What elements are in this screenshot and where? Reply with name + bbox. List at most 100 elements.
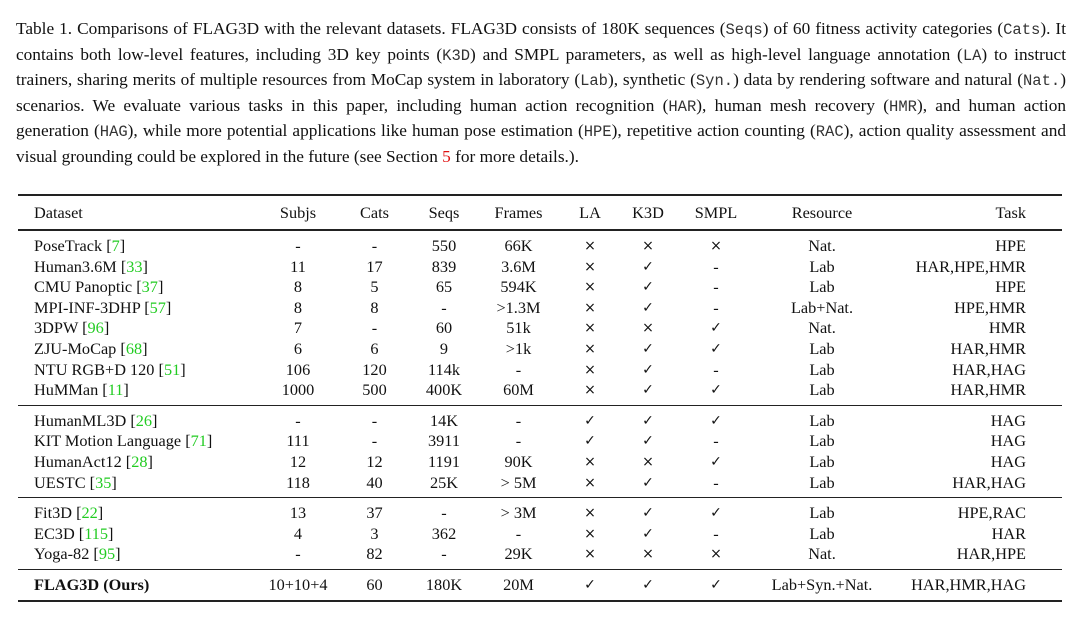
check-icon: ✓ [642, 340, 654, 357]
cross-icon: × [642, 546, 654, 563]
citation-link[interactable]: 37 [141, 277, 158, 297]
caption-text: ) to instruct trainers, sharing merits o… [16, 44, 1067, 90]
cross-icon: × [584, 453, 596, 470]
citation-link[interactable]: 22 [81, 503, 98, 523]
resource-cell: Lab [809, 380, 835, 400]
check-icon: ✓ [642, 525, 654, 542]
dataset-cell: PoseTrack [7] [34, 236, 126, 255]
check-icon: ✓ [584, 433, 596, 450]
dataset-cell: EC3D [115] [34, 523, 114, 543]
check-icon: ✓ [642, 474, 654, 491]
frames-cell: - [515, 431, 522, 451]
check-icon: ✓ [710, 576, 722, 593]
seqs-cell: 65 [435, 277, 453, 297]
citation-link[interactable]: 57 [149, 297, 166, 317]
resource-cell: Lab [809, 472, 835, 492]
caption-text: ), repetitive action counting ( [611, 121, 816, 141]
frames-cell: > 3M [500, 503, 537, 523]
group-divider [18, 568, 1062, 570]
cats-cell: - [371, 410, 378, 430]
column-header-smpl: SMPL [694, 203, 738, 222]
table-row: Human3.6M [33] 11 17 839 3.6M × ✓ - Lab HAR,HPE,H… [18, 257, 1062, 278]
subjs-cell: - [295, 544, 301, 564]
cross-icon: × [584, 525, 596, 542]
cats-cell: 3 [370, 523, 379, 543]
table-row: Fit3D [22] 13 37 - > 3M × ✓ ✓ Lab HPE,RAC [18, 503, 1062, 524]
top-rule [18, 194, 1062, 196]
subjs-cell: 118 [286, 472, 310, 492]
citation-link[interactable]: 68 [125, 338, 143, 358]
caption-abbrev: Nat. [1023, 72, 1061, 91]
cross-icon: × [584, 505, 596, 522]
dataset-cell: FLAG3D (Ours) [18, 575, 258, 596]
task-cell: HAR,HMR [950, 380, 1026, 400]
section-link[interactable]: 5 [442, 146, 451, 166]
dataset-name: Yoga-82 [34, 544, 94, 564]
seqs-cell: 180K [425, 574, 463, 594]
smpl-cell: - [713, 359, 719, 379]
resource-cell: Lab [809, 451, 835, 471]
table-row: HuMMan [11] 1000 500 400K 60M × ✓ ✓ Lab HAR,HMR [18, 380, 1062, 401]
dataset-name: ZJU-MoCap [34, 338, 117, 358]
dataset-name: EC3D [34, 523, 79, 543]
cross-icon: × [584, 340, 596, 357]
caption-text: ) scenarios. We evaluate various tasks i… [16, 70, 1066, 115]
check-icon: ✓ [642, 382, 654, 399]
citation-link[interactable]: 28 [131, 451, 148, 471]
task-cell: HPE [995, 236, 1026, 255]
seqs-cell: - [441, 297, 447, 317]
seqs-cell: 550 [431, 236, 457, 255]
frames-cell: - [515, 359, 522, 379]
citation-link[interactable]: 96 [87, 318, 104, 338]
subjs-cell: 8 [293, 297, 303, 317]
citation-link[interactable]: 95 [98, 544, 116, 564]
citation-link[interactable]: 115 [84, 523, 109, 543]
subjs-cell: - [295, 410, 301, 430]
smpl-cell: - [713, 277, 719, 297]
bottom-rule [18, 599, 1062, 602]
dataset-cell: 3DPW [96] [34, 318, 110, 338]
comparison-table: Dataset Subjs Cats Seqs Frames LA K3D SMPL Resou… [18, 194, 1062, 602]
citation-link[interactable]: 11 [107, 380, 124, 400]
dataset-name: HumanAct12 [34, 451, 126, 471]
subjs-cell: 6 [293, 338, 303, 358]
caption-abbrev: HPE [583, 123, 612, 142]
seqs-cell: - [441, 503, 447, 523]
table-group: Fit3D [22] 13 37- > 3M × ✓ ✓ Lab HPE,RAC EC3D [11… [18, 498, 1062, 569]
dataset-cell: Human3.6M [33] [34, 256, 148, 276]
resource-cell: Lab [809, 256, 835, 276]
cats-cell: 40 [366, 472, 383, 492]
seqs-cell: - [441, 544, 447, 564]
column-header-cats: Cats [360, 203, 389, 222]
seqs-cell: 3911 [428, 431, 460, 451]
citation-link[interactable]: 26 [135, 410, 153, 430]
caption-abbrev: RAC [815, 123, 844, 142]
frames-cell: 90K [504, 451, 533, 471]
caption-abbrev: HAR [668, 97, 697, 116]
cross-icon: × [584, 238, 596, 254]
citation-link[interactable]: 51 [163, 359, 181, 379]
citation-link[interactable]: 71 [190, 431, 207, 451]
dataset-name: FLAG3D (Ours) [34, 574, 150, 594]
dataset-cell: HumanAct12 [28] [34, 451, 153, 471]
table-row: HumanAct12 [28] 12 12 1191 90K × × ✓ Lab HAG [18, 452, 1062, 473]
caption-abbrev: HMR [889, 97, 917, 116]
dataset-cell: KIT Motion Language [71] [34, 431, 213, 451]
frames-cell: - [515, 523, 522, 543]
table-row: UESTC [35] 118 40 25K > 5M × ✓ - Lab HAR,HAG [18, 473, 1062, 494]
subjs-cell: 106 [285, 359, 311, 379]
dataset-cell: HuMMan [11] [34, 380, 129, 400]
table-row: NTU RGB+D 120 [51] 106 120 114k - × ✓ - Lab HAR,H… [18, 360, 1062, 381]
dataset-cell: CMU Panoptic [37] [34, 277, 164, 297]
citation-link[interactable]: 33 [126, 256, 143, 276]
table-row: CMU Panoptic [37] 8 5 65 594K × ✓ - Lab HPE [18, 277, 1062, 298]
cross-icon: × [584, 546, 596, 563]
citation-link[interactable]: 35 [95, 472, 112, 492]
dataset-name: NTU RGB+D 120 [34, 359, 155, 379]
citation-link[interactable]: 7 [111, 236, 120, 255]
check-icon: ✓ [710, 505, 722, 522]
cross-icon: × [584, 382, 596, 399]
caption-text: ). It contains both low-level features, … [16, 19, 1066, 64]
resource-cell: Lab [809, 431, 835, 451]
dataset-name: 3DPW [34, 318, 79, 338]
